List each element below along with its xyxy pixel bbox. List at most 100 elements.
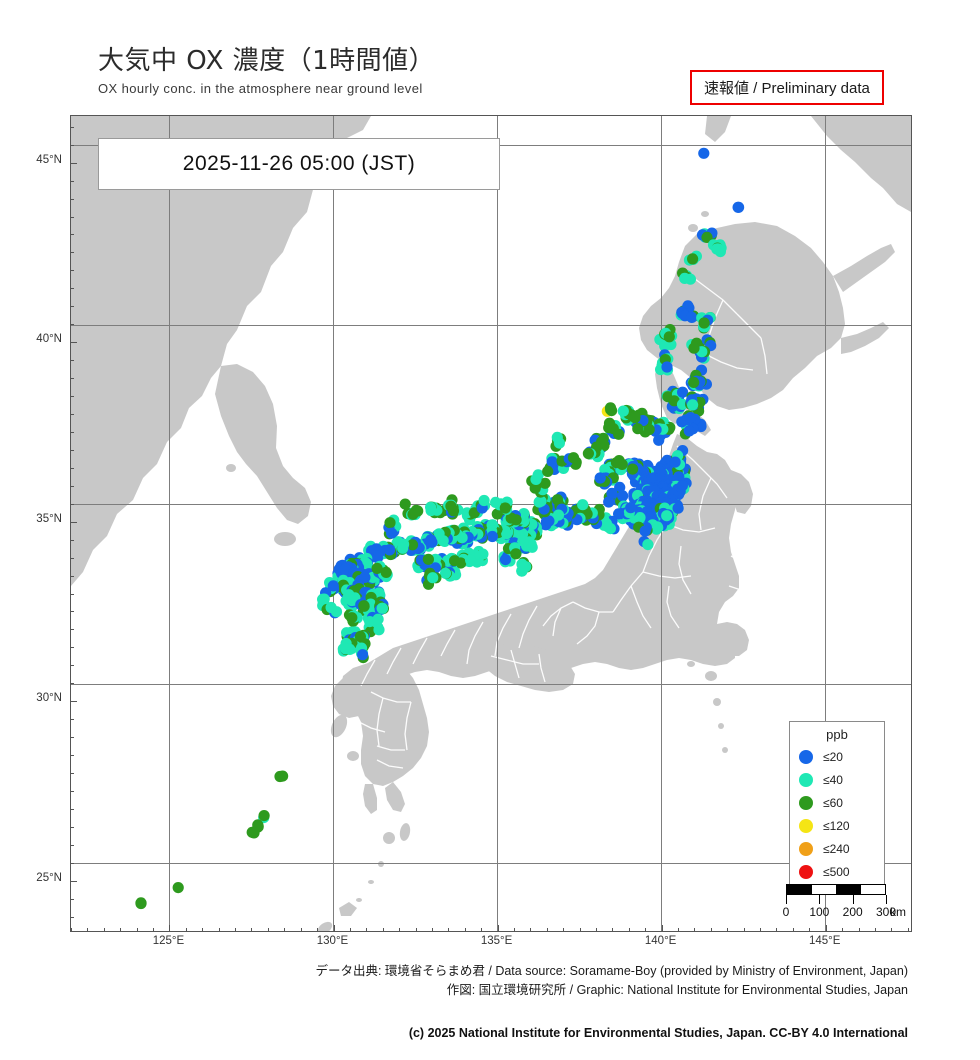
page-subtitle: OX hourly conc. in the atmosphere near g…: [98, 81, 423, 96]
y-tick: [71, 198, 74, 200]
station-marker: [325, 601, 337, 614]
station-marker: [645, 511, 658, 523]
scale-tick-label-300: 300: [875, 905, 897, 919]
station-marker: [357, 649, 369, 661]
gridline-145E: [825, 116, 826, 931]
x-tick: [300, 928, 302, 931]
legend-entry-6: ≤500: [798, 860, 876, 883]
y-tick: [71, 665, 74, 667]
x-tick: [596, 928, 597, 931]
y-tick: [71, 880, 77, 882]
x-tick: [136, 928, 138, 931]
station-marker: [327, 580, 339, 592]
station-marker: [613, 428, 625, 440]
station-marker: [539, 477, 551, 489]
y-tick: [71, 701, 77, 703]
station-marker: [490, 496, 502, 508]
timestamp-box: 2025-11-26 05:00 (JST): [98, 138, 500, 190]
x-tick: [661, 925, 663, 931]
legend: ppb ≤20 ≤40 ≤60 ≤120 ≤240 ≤500: [789, 721, 885, 891]
y-tick: [71, 378, 74, 380]
station-marker: [372, 613, 384, 625]
station-marker: [552, 509, 565, 521]
x-tick: [317, 928, 319, 931]
x-tick: [513, 928, 515, 931]
x-tick-label-145E: 145°E: [808, 935, 841, 947]
x-tick: [169, 925, 171, 931]
x-tick: [185, 928, 187, 931]
station-marker: [698, 147, 710, 159]
y-tick: [71, 485, 74, 487]
map-plot-area[interactable]: [70, 115, 912, 932]
station-marker: [478, 494, 490, 507]
scale-tick-label-100: 100: [809, 905, 830, 919]
scale-bar: 0 100 200 300 km: [783, 884, 916, 921]
scale-bar-labels: 0 100 200 300 km: [783, 905, 916, 921]
copyright-line: (c) 2025 National Institute for Environm…: [408, 1026, 908, 1040]
station-marker: [407, 508, 419, 520]
station-marker: [517, 535, 529, 547]
station-marker: [661, 510, 673, 522]
gridline-25N: [71, 863, 911, 864]
footer: データ出典: 環境省そらまめ君 / Data source: Soramame-…: [0, 962, 980, 1000]
x-tick: [694, 928, 696, 931]
y-tick: [71, 449, 74, 451]
y-tick: [71, 557, 74, 559]
y-tick: [71, 629, 74, 631]
station-marker: [359, 571, 371, 583]
station-marker: [339, 563, 351, 575]
x-tick: [399, 928, 401, 931]
station-marker: [135, 897, 147, 909]
y-tick: [71, 521, 77, 523]
y-tick: [71, 431, 74, 433]
station-marker: [371, 562, 383, 574]
y-tick: [71, 270, 74, 272]
x-tick: [546, 928, 548, 931]
station-marker: [679, 272, 691, 284]
y-tick: [71, 737, 74, 739]
legend-swatch-icon: [799, 749, 813, 764]
japan-map: [71, 116, 911, 931]
station-marker: [439, 567, 452, 579]
station-marker: [425, 534, 437, 546]
station-marker: [258, 810, 270, 822]
scale-tick: [786, 895, 787, 904]
y-tick: [71, 790, 74, 792]
y-tick: [71, 180, 74, 182]
x-tick-label-140E: 140°E: [644, 935, 677, 947]
station-marker: [594, 472, 606, 484]
station-marker: [687, 399, 699, 411]
x-tick: [448, 928, 450, 931]
station-marker: [542, 465, 554, 477]
station-marker: [672, 502, 684, 514]
station-marker: [582, 447, 594, 460]
station-marker: [567, 452, 580, 464]
y-tick: [71, 126, 74, 128]
station-marker: [698, 317, 710, 329]
legend-entry-label: ≤240: [823, 841, 850, 856]
station-marker: [373, 624, 385, 636]
x-tick: [366, 928, 368, 931]
station-marker: [447, 505, 460, 517]
scale-segment: [811, 885, 836, 894]
y-tick: [71, 234, 74, 236]
x-tick: [760, 928, 762, 931]
station-marker: [422, 553, 434, 565]
station-marker: [530, 473, 542, 485]
legend-entry-4: ≤120: [798, 814, 876, 837]
station-marker: [676, 416, 688, 428]
x-tick: [415, 928, 417, 931]
station-marker: [397, 542, 409, 554]
x-tick-label-135E: 135°E: [480, 935, 513, 947]
legend-swatch-icon: [799, 795, 813, 810]
y-tick: [71, 162, 77, 164]
station-marker: [676, 398, 689, 410]
y-tick: [71, 898, 74, 900]
x-tick: [218, 928, 220, 931]
x-tick: [497, 925, 499, 931]
station-marker: [380, 566, 392, 578]
x-tick: [776, 928, 778, 931]
y-tick: [71, 719, 74, 721]
gridline-130E: [333, 116, 334, 931]
x-tick: [579, 928, 581, 931]
